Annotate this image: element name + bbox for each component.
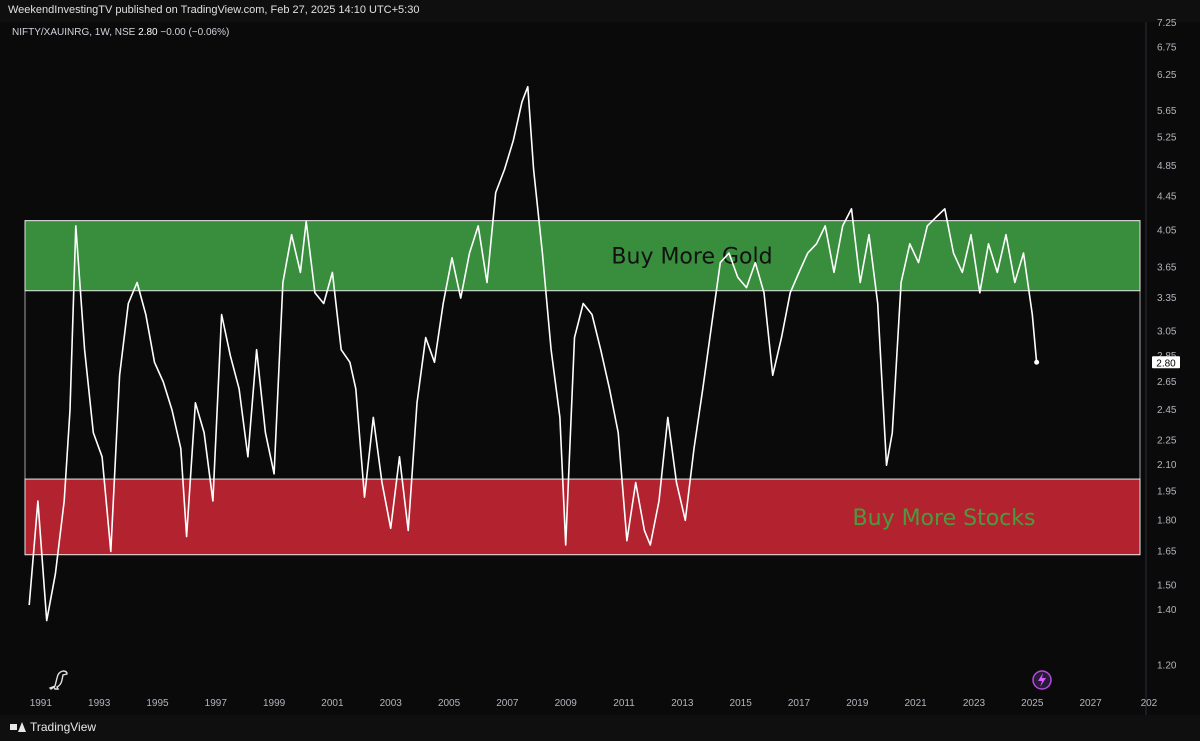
- y-tick-label: 5.25: [1157, 132, 1177, 143]
- symbol-change: −0.00 (−0.06%): [160, 27, 230, 38]
- y-tick-label: 4.85: [1157, 161, 1177, 172]
- x-tick-label: 1997: [205, 698, 228, 709]
- x-tick-label: 1999: [263, 698, 286, 709]
- x-tick-label: 2003: [380, 698, 403, 709]
- buy-stocks-label: Buy More Stocks: [853, 506, 1036, 531]
- y-tick-label: 1.20: [1157, 660, 1177, 671]
- x-tick-label: 2011: [613, 698, 635, 709]
- x-tick-label: 2017: [788, 698, 811, 709]
- dinosaur-icon[interactable]: [46, 666, 72, 692]
- x-tick-label: 1991: [30, 698, 53, 709]
- symbol-name[interactable]: NIFTY/XAUINRG, 1W, NSE: [12, 27, 136, 38]
- y-tick-label: 7.25: [1157, 18, 1177, 29]
- x-tick-label: 2009: [555, 698, 578, 709]
- last-price-tag-label: 2.80: [1156, 358, 1176, 369]
- y-tick-label: 4.45: [1157, 192, 1177, 203]
- y-tick-label: 1.65: [1157, 546, 1177, 557]
- buy-gold-zone: [24, 220, 1141, 292]
- price-line: [28, 85, 1038, 622]
- tradingview-brand-label: TradingView: [30, 720, 97, 734]
- buy-gold-label: Buy More Gold: [611, 245, 772, 270]
- y-tick-label: 1.80: [1157, 515, 1177, 526]
- y-tick-label: 2.65: [1157, 377, 1177, 388]
- zones-layer: Buy More Gold Buy More Stocks: [24, 220, 1141, 556]
- last-point: [1034, 359, 1040, 365]
- x-tick-label: 2019: [846, 698, 869, 709]
- x-tick-label: 1993: [88, 698, 111, 709]
- x-tick-label: 2015: [730, 698, 753, 709]
- symbol-info: NIFTY/XAUINRG, 1W, NSE 2.80 −0.00 (−0.06…: [12, 27, 229, 38]
- x-tick-label: 2021: [905, 698, 928, 709]
- x-tick-label: 2025: [1021, 698, 1044, 709]
- axis-layer: 7.25 6.75 6.25 5.65 5.25 4.85 4.45 4.05 3.65 3.35…: [30, 18, 1180, 715]
- x-tick-label: 202: [1141, 698, 1158, 709]
- publisher-bar: WeekendInvestingTV published on TradingV…: [0, 0, 1200, 22]
- x-tick-label: 2023: [963, 698, 986, 709]
- tradingview-logo-icon: [10, 722, 26, 732]
- y-tick-label: 2.45: [1157, 405, 1177, 416]
- y-tick-label: 1.40: [1157, 605, 1177, 616]
- buy-stocks-zone: [24, 478, 1141, 556]
- tradingview-brand[interactable]: TradingView: [10, 720, 96, 734]
- y-tick-label: 5.65: [1157, 106, 1177, 117]
- y-tick-label: 3.05: [1157, 327, 1177, 338]
- y-tick-label: 1.95: [1157, 487, 1177, 498]
- x-tick-label: 2013: [671, 698, 694, 709]
- x-tick-label: 1995: [146, 698, 169, 709]
- y-tick-label: 3.65: [1157, 262, 1177, 273]
- y-tick-label: 2.10: [1157, 460, 1177, 471]
- x-tick-label: 2001: [321, 698, 344, 709]
- y-tick-label: 3.35: [1157, 293, 1177, 304]
- symbol-last-value: 2.80: [138, 27, 158, 38]
- y-tick-label: 2.25: [1157, 435, 1177, 446]
- y-tick-label: 6.75: [1157, 43, 1177, 54]
- publisher-text: WeekendInvestingTV published on TradingV…: [8, 4, 420, 16]
- y-tick-label: 4.05: [1157, 225, 1177, 236]
- y-tick-label: 6.25: [1157, 70, 1177, 81]
- x-tick-label: 2005: [438, 698, 461, 709]
- x-tick-label: 2007: [496, 698, 519, 709]
- flash-icon[interactable]: [1032, 670, 1052, 690]
- y-tick-label: 1.50: [1157, 581, 1177, 592]
- last-price-tag: [1152, 356, 1180, 369]
- x-tick-label: 2027: [1079, 698, 1102, 709]
- line-layer: [28, 85, 1040, 622]
- footer-bar: [0, 715, 1200, 741]
